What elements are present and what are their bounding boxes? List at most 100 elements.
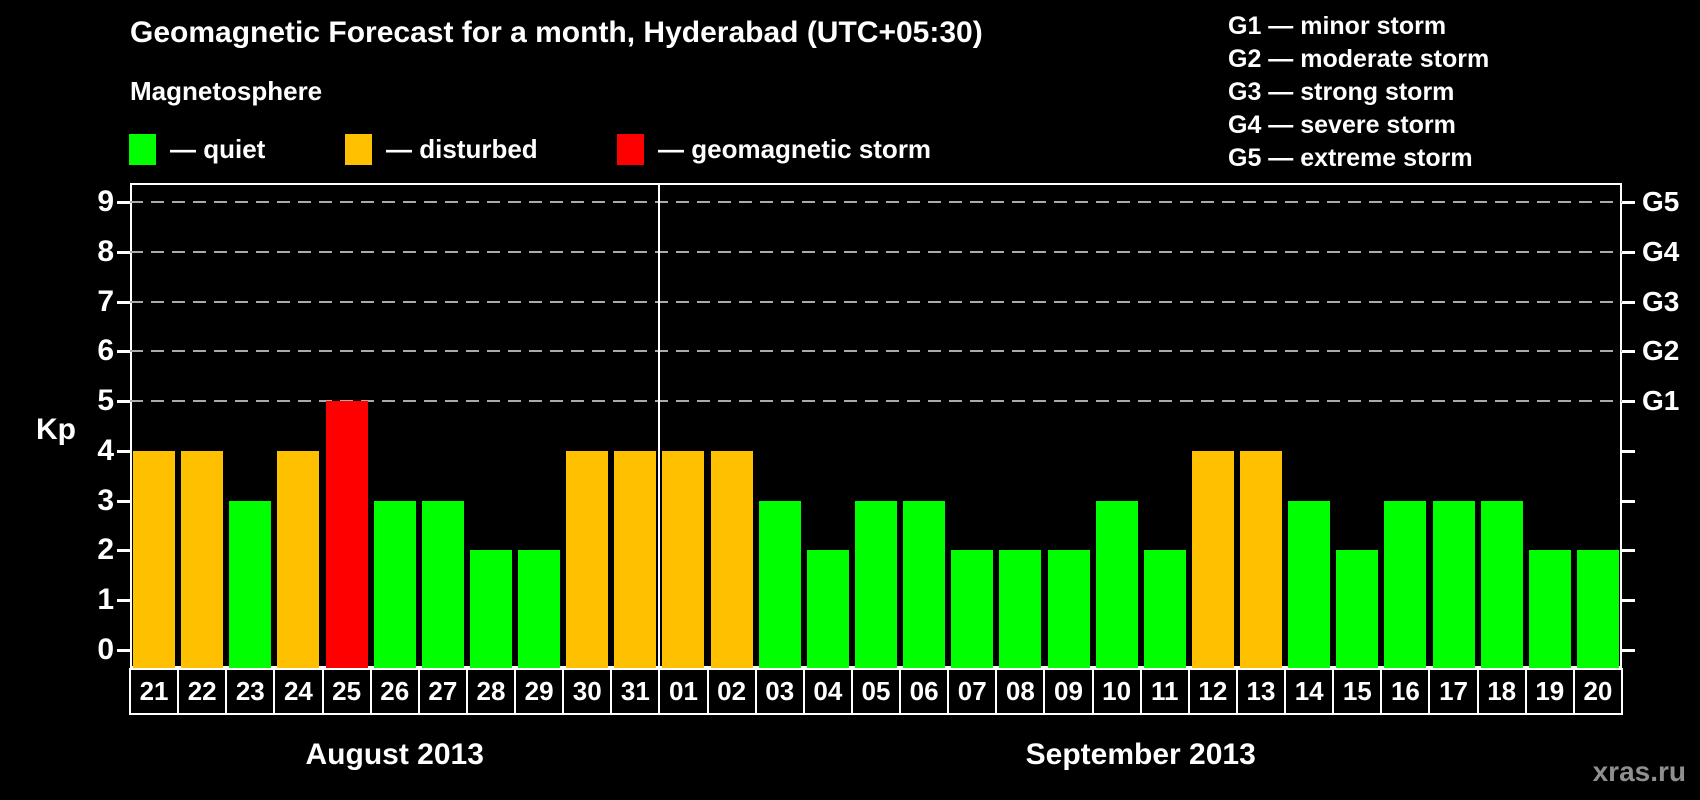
date-cell-20: 20 [1572, 668, 1623, 715]
kp-bar-15 [1336, 550, 1379, 668]
y-axis-label-kp: Kp [36, 413, 76, 446]
date-cell-22: 22 [177, 668, 228, 715]
right-tick-1 [1622, 599, 1635, 603]
kp-bar-25 [325, 401, 368, 668]
date-cell-09: 09 [1043, 668, 1094, 715]
legend-disturbed-label: — disturbed [386, 134, 538, 164]
date-cell-01: 01 [658, 668, 709, 715]
storm-scale-g2: G2 — moderate storm [1228, 45, 1490, 73]
kp-bar-11 [1143, 550, 1186, 668]
y-tick-label-1: 1 [97, 583, 114, 617]
storm-scale-g4: G4 — severe storm [1228, 111, 1456, 139]
date-cell-29: 29 [514, 668, 565, 715]
y-tick-label-5: 5 [97, 384, 114, 418]
kp-bar-31 [614, 450, 657, 668]
date-cell-19: 19 [1524, 668, 1575, 715]
kp-bar-02 [710, 450, 753, 668]
legend-item-disturbed: — disturbed [345, 133, 538, 166]
kp-bar-22 [181, 450, 224, 668]
kp-bar-01 [662, 450, 705, 668]
date-cell-24: 24 [273, 668, 324, 715]
right-tick-8 [1622, 250, 1635, 254]
left-tick-6 [117, 350, 130, 354]
gridline-kp5 [130, 400, 1622, 403]
left-tick-2 [117, 549, 130, 553]
date-cell-28: 28 [465, 668, 517, 715]
kp-bar-05 [855, 500, 897, 668]
date-cell-26: 26 [369, 668, 420, 715]
kp-bar-23 [229, 500, 272, 668]
storm-scale-g5: G5 — extreme storm [1228, 144, 1473, 172]
right-tick-2 [1622, 549, 1635, 553]
y-tick-label-7: 7 [97, 284, 114, 318]
kp-bar-08 [999, 550, 1042, 668]
kp-bar-20 [1576, 550, 1619, 668]
kp-bar-26 [373, 500, 416, 668]
date-cell-21: 21 [129, 668, 180, 715]
disturbed-color-swatch [345, 134, 372, 165]
magnetosphere-label: Magnetosphere [130, 76, 323, 106]
month-divider [658, 183, 661, 668]
kp-bar-27 [421, 500, 464, 668]
y-tick-label-8: 8 [97, 234, 114, 268]
date-cell-31: 31 [610, 668, 661, 715]
quiet-color-swatch [129, 134, 156, 165]
month-label-1: September 2013 [1025, 738, 1256, 771]
chart-title: Geomagnetic Forecast for a month, Hydera… [130, 16, 983, 49]
storm-scale-g3: G3 — strong storm [1228, 78, 1455, 106]
g-axis-label-g3: G3 [1642, 285, 1680, 317]
gridline-kp6 [130, 350, 1622, 353]
kp-bar-14 [1288, 500, 1331, 668]
date-cell-02: 02 [706, 668, 757, 715]
y-tick-label-4: 4 [97, 433, 114, 467]
kp-bar-29 [518, 550, 561, 668]
right-tick-3 [1622, 499, 1635, 503]
y-tick-label-0: 0 [97, 633, 114, 666]
month-label-0: August 2013 [305, 738, 484, 771]
kp-bar-09 [1047, 550, 1090, 668]
date-cell-16: 16 [1380, 668, 1431, 715]
legend-item-quiet: — quiet [129, 133, 265, 166]
storm-scale-g1: G1 — minor storm [1228, 12, 1447, 40]
date-cell-14: 14 [1284, 668, 1335, 715]
gridline-kp8 [130, 250, 1622, 253]
date-cell-27: 27 [417, 668, 468, 715]
left-tick-8 [117, 250, 130, 254]
date-cell-13: 13 [1235, 668, 1287, 715]
date-cell-03: 03 [754, 668, 805, 715]
date-cell-23: 23 [225, 668, 276, 715]
date-cell-08: 08 [995, 668, 1046, 715]
storm-color-swatch [617, 134, 644, 165]
left-tick-4 [117, 449, 130, 453]
right-tick-9 [1622, 201, 1635, 204]
date-cell-18: 18 [1476, 668, 1527, 715]
g-axis-label-g5: G5 [1642, 186, 1680, 217]
y-tick-label-6: 6 [97, 334, 114, 368]
right-tick-5 [1622, 400, 1635, 404]
date-cell-12: 12 [1187, 668, 1238, 715]
kp-bar-28 [469, 550, 512, 668]
y-tick-label-3: 3 [97, 483, 114, 517]
kp-bar-21 [133, 450, 176, 668]
date-cell-25: 25 [321, 668, 372, 715]
g-axis-label-g1: G1 [1642, 385, 1680, 417]
left-tick-5 [117, 400, 130, 404]
legend-storm-label: — geomagnetic storm [658, 134, 932, 164]
kp-bar-18 [1480, 500, 1523, 668]
date-cell-30: 30 [562, 668, 613, 715]
kp-bar-12 [1191, 450, 1234, 668]
date-cell-11: 11 [1139, 668, 1190, 715]
kp-bar-16 [1384, 500, 1427, 668]
date-cell-04: 04 [802, 668, 853, 715]
kp-bar-17 [1432, 500, 1475, 668]
kp-bar-04 [806, 550, 849, 668]
date-cell-07: 07 [947, 668, 998, 715]
left-tick-1 [117, 599, 130, 603]
left-tick-7 [117, 300, 130, 304]
gridline-kp7 [130, 300, 1622, 303]
y-tick-label-2: 2 [97, 533, 114, 567]
kp-bar-13 [1240, 450, 1283, 668]
right-tick-4 [1622, 449, 1635, 453]
storm-scale-legend: G1 — minor storm G2 — moderate storm G3 … [1228, 10, 1489, 175]
